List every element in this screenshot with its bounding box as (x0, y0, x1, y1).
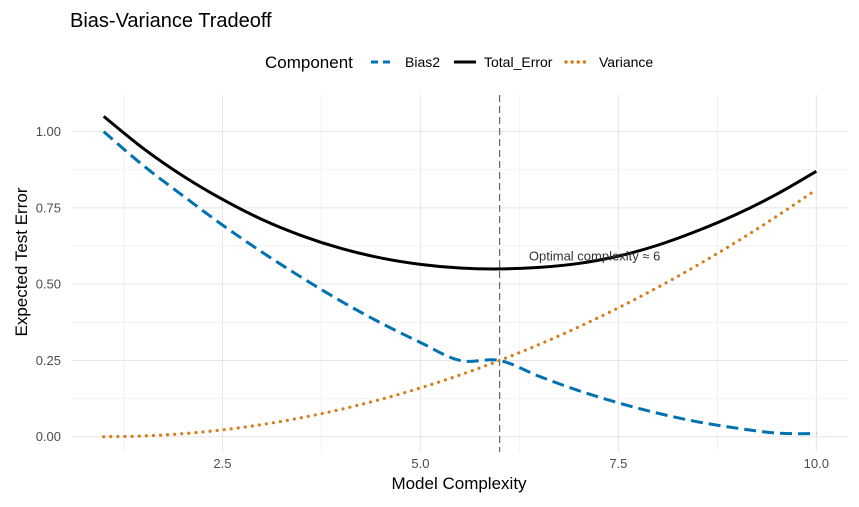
x-tick-label: 2.5 (213, 456, 231, 471)
chart-title: Bias-Variance Tradeoff (70, 10, 272, 32)
y-tick-label: 0.25 (36, 353, 61, 368)
x-axis-label: Model Complexity (391, 474, 527, 493)
legend-label: Bias2 (405, 54, 440, 70)
legend-label: Variance (599, 54, 653, 70)
legend-title: Component (265, 53, 353, 72)
annotation-text: Optimal complexity ≈ 6 (529, 249, 660, 264)
legend: Component Bias2 Total_Error Variance (265, 53, 653, 72)
x-tick-label: 5.0 (411, 456, 429, 471)
x-tick-label: 7.5 (609, 456, 627, 471)
x-axis: 2.5 5.0 7.5 10.0 (213, 456, 829, 471)
grid (72, 95, 848, 452)
series-group (102, 115, 818, 439)
y-tick-label: 0.50 (36, 277, 61, 292)
x-tick-label: 10.0 (804, 456, 829, 471)
legend-label: Total_Error (484, 54, 553, 70)
annotations: Optimal complexity ≈ 6 (529, 249, 660, 264)
series-line-total-error (102, 115, 818, 271)
y-axis: 0.00 0.25 0.50 0.75 1.00 (36, 124, 61, 444)
y-axis-label: Expected Test Error (12, 187, 31, 336)
series-line-variance (102, 187, 818, 439)
y-tick-label: 0.00 (36, 429, 61, 444)
y-tick-label: 1.00 (36, 124, 61, 139)
series-line-bias2 (102, 130, 817, 436)
y-tick-label: 0.75 (36, 200, 61, 215)
